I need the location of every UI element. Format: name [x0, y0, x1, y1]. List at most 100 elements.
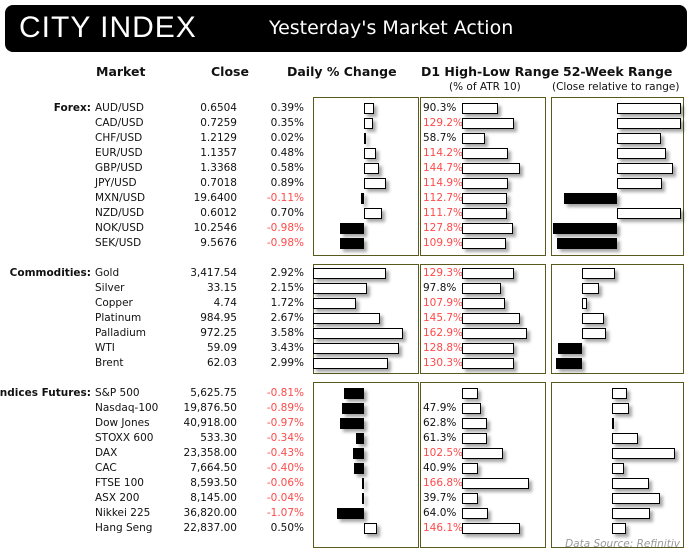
- close-value: 36,820.00: [183, 507, 237, 519]
- daily-change-value: 2.92%: [270, 267, 304, 279]
- close-value: 1.2129: [200, 132, 237, 144]
- daily-change-bar: [364, 523, 377, 534]
- daily-change-bar: [313, 358, 388, 369]
- close-value: 9.5676: [200, 237, 237, 249]
- d1-range-value: 162.9%: [423, 327, 464, 339]
- market-name: Gold: [95, 267, 120, 279]
- market-name: Copper: [95, 297, 133, 309]
- wk52-range-bar: [612, 478, 650, 489]
- daily-change-value: 0.70%: [270, 207, 304, 219]
- header-bar: CITY INDEX Yesterday's Market Action: [5, 5, 687, 52]
- d1-range-value: 114.9%: [423, 177, 464, 189]
- daily-change-value: 0.39%: [270, 102, 304, 114]
- d1-range-bar: [462, 268, 514, 279]
- daily-change-bar: [313, 328, 403, 339]
- wk52-range-bar: [612, 418, 614, 429]
- market-name: WTI: [95, 342, 115, 354]
- d1-range-bar: [462, 283, 502, 294]
- close-value: 0.6012: [200, 207, 237, 219]
- daily-change-bar: [364, 208, 382, 219]
- d1-range-bar: [462, 103, 499, 114]
- market-name: Dow Jones: [95, 417, 150, 429]
- close-value: 1.3368: [200, 162, 237, 174]
- market-name: NOK/USD: [95, 222, 144, 234]
- close-value: 972.25: [200, 327, 237, 339]
- daily-change-bar: [362, 478, 364, 489]
- wk52-range-bar: [612, 523, 627, 534]
- daily-change-bar: [343, 388, 364, 399]
- daily-change-bar: [313, 283, 367, 294]
- d1-range-value: 102.5%: [423, 447, 464, 459]
- market-name: Platinum: [95, 312, 142, 324]
- d1-range-value: 90.3%: [423, 102, 457, 114]
- market-name: JPY/USD: [95, 177, 137, 189]
- city-index-logo: CITY INDEX: [19, 11, 197, 44]
- daily-change-bar: [313, 268, 386, 279]
- daily-change-bar: [337, 508, 364, 519]
- d1-range-bar: [462, 328, 528, 339]
- close-value: 40,918.00: [183, 417, 237, 429]
- d1-range-value: 107.9%: [423, 297, 464, 309]
- wk52-range-bar: [582, 283, 600, 294]
- wk52-range-bar: [553, 223, 617, 234]
- wk52-range-bar: [617, 118, 681, 129]
- daily-change-bar: [313, 298, 356, 309]
- d1-range-value: 127.8%: [423, 222, 464, 234]
- daily-change-bar: [364, 118, 373, 129]
- wk52-range-bar: [582, 268, 615, 279]
- market-name: AUD/USD: [95, 102, 144, 114]
- d1-range-bar: [462, 403, 482, 414]
- section-label: Commodities:: [9, 267, 91, 279]
- close-value: 7,664.50: [190, 462, 237, 474]
- d1-range-bar: [462, 433, 487, 444]
- close-value: 1.1357: [200, 147, 237, 159]
- wk52-range-bar: [617, 133, 661, 144]
- daily-change-bar: [313, 343, 399, 354]
- daily-change-value: 0.58%: [270, 162, 304, 174]
- d1-range-bar: [462, 298, 506, 309]
- wk52-range-bar: [612, 493, 660, 504]
- section-label: Indices Futures:: [0, 387, 91, 399]
- daily-change-panel: [313, 382, 419, 548]
- daily-change-value: -0.34%: [266, 432, 304, 444]
- market-name: STOXX 600: [95, 432, 154, 444]
- daily-change-value: -0.40%: [266, 462, 304, 474]
- daily-change-bar: [339, 418, 364, 429]
- d1-range-bar: [462, 358, 515, 369]
- d1-range-value: 61.3%: [423, 432, 457, 444]
- daily-change-value: -0.11%: [266, 192, 304, 204]
- close-value: 10.2546: [193, 222, 237, 234]
- d1-range-bar: [462, 118, 514, 129]
- close-value: 8,593.50: [190, 477, 237, 489]
- market-name: Hang Seng: [95, 522, 153, 534]
- d1-range-bar: [462, 418, 488, 429]
- col-d1-range: D1 High-Low Range: [421, 64, 560, 79]
- close-value: 8,145.00: [190, 492, 237, 504]
- wk52-range-bar: [612, 433, 638, 444]
- market-name: S&P 500: [95, 387, 140, 399]
- market-name: Silver: [95, 282, 125, 294]
- market-name: SEK/USD: [95, 237, 142, 249]
- daily-change-value: 3.43%: [270, 342, 304, 354]
- d1-range-bar: [462, 148, 508, 159]
- daily-change-value: -0.98%: [266, 237, 304, 249]
- wk52-range-bar: [612, 403, 630, 414]
- daily-change-bar: [364, 133, 366, 144]
- wk52-range-bar: [612, 388, 627, 399]
- col-daily-change: Daily % Change: [287, 64, 397, 79]
- d1-range-value: 64.0%: [423, 507, 457, 519]
- wk52-range-bar: [582, 298, 588, 309]
- d1-range-bar: [462, 523, 521, 534]
- d1-range-bar: [462, 178, 508, 189]
- d1-range-bar: [462, 238, 506, 249]
- close-value: 4.74: [213, 297, 237, 309]
- d1-range-bar: [462, 448, 503, 459]
- market-name: Nikkei 225: [95, 507, 151, 519]
- d1-range-value: 128.8%: [423, 342, 464, 354]
- market-name: Brent: [95, 357, 124, 369]
- wk52-range-bar: [612, 508, 651, 519]
- close-value: 5,625.75: [190, 387, 237, 399]
- market-name: CAC: [95, 462, 117, 474]
- daily-change-bar: [364, 148, 376, 159]
- d1-range-value: 146.1%: [423, 522, 464, 534]
